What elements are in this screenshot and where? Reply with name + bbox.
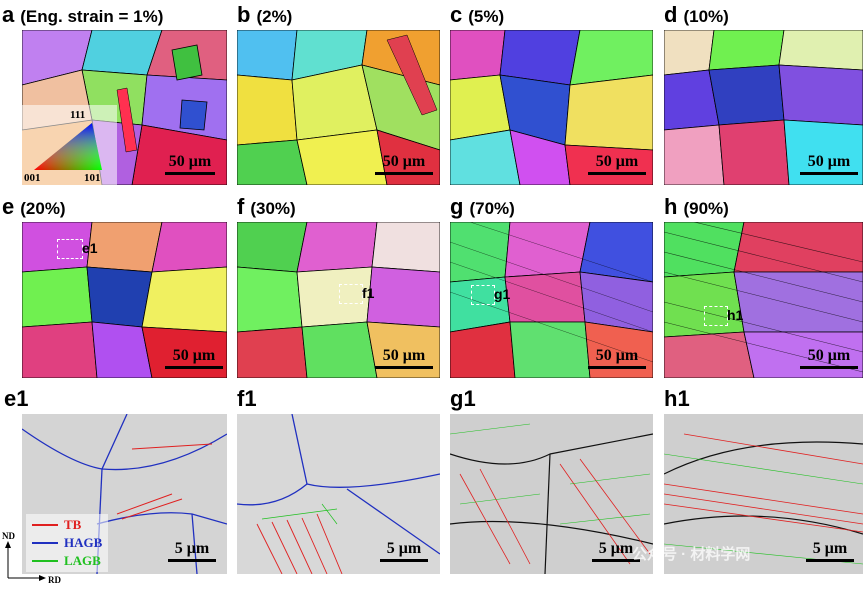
scale-bar-b: 50 μm	[375, 153, 433, 175]
ebsd-map-a	[22, 30, 227, 185]
axis-arrows	[5, 541, 46, 581]
panel-label-g1: g1	[450, 386, 476, 411]
ebsd-map-d	[664, 30, 863, 185]
inset-box-f1	[339, 284, 363, 304]
ebsd-map-c	[450, 30, 653, 185]
scale-bar-g: 50 μm	[588, 347, 646, 369]
scale-bar-h: 50 μm	[800, 347, 858, 369]
axis-label-rd: RD	[48, 575, 61, 585]
inset-label-g1: g1	[494, 286, 511, 302]
ebsd-map-b	[237, 30, 440, 185]
ebsd-map-g	[450, 222, 653, 378]
scale-bar-f1: 5 μm	[380, 540, 428, 562]
ipf-key-001: 001	[24, 172, 41, 184]
panel-label-e1: e1	[4, 386, 29, 411]
scale-bar-h1: 5 μm	[806, 540, 854, 562]
watermark: 公众号 · 材料学网	[632, 546, 751, 563]
scale-bar-c: 50 μm	[588, 153, 646, 175]
ipf-key-101: 101	[84, 172, 101, 184]
panel-label-h: h (90%)	[664, 194, 729, 219]
axis-label-nd: ND	[2, 531, 15, 541]
panel-label-e: e (20%)	[2, 194, 66, 219]
panel-label-a: a (Eng. strain = 1%)	[2, 2, 164, 27]
ipf-key-111: 111	[70, 109, 86, 121]
panel-label-c: c (5%)	[450, 2, 505, 27]
ipf-color-key	[22, 105, 117, 185]
scale-bar-e1: 5 μm	[168, 540, 216, 562]
ebsd-map-f	[237, 222, 440, 378]
boundary-map-h1	[664, 414, 863, 574]
panel-label-g: g (70%)	[450, 194, 515, 219]
scale-bar-a: 50 μm	[165, 153, 215, 175]
inset-box-g1	[471, 285, 495, 305]
scale-bar-f: 50 μm	[375, 347, 433, 369]
scale-bar-e: 50 μm	[165, 347, 223, 369]
panel-label-d: d (10%)	[664, 2, 729, 27]
ebsd-map-e	[22, 222, 227, 378]
scale-bar-g1: 5 μm	[592, 540, 640, 562]
panel-label-f1: f1	[237, 386, 257, 411]
legend-item-hagb: HAGB	[32, 534, 102, 552]
inset-box-h1	[704, 306, 728, 326]
legend-item-tb: TB	[32, 516, 102, 534]
ebsd-map-h	[664, 222, 863, 378]
panel-label-b: b (2%)	[237, 2, 293, 27]
boundary-map-f1	[237, 414, 440, 574]
scale-bar-d: 50 μm	[800, 153, 858, 175]
boundary-legend: TB HAGB LAGB	[26, 514, 109, 572]
inset-box-e1	[57, 239, 83, 259]
legend-item-lagb: LAGB	[32, 552, 102, 570]
inset-label-f1: f1	[362, 285, 375, 301]
boundary-map-g1	[450, 414, 653, 574]
panel-label-h1: h1	[664, 386, 690, 411]
inset-label-h1: h1	[727, 307, 744, 323]
panel-label-f: f (30%)	[237, 194, 296, 219]
inset-label-e1: e1	[82, 240, 98, 256]
